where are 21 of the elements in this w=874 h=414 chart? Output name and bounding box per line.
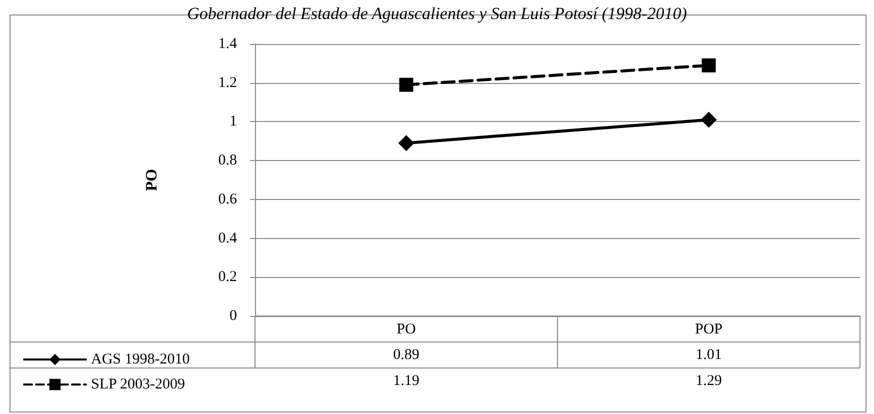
- chart-title: Gobernador del Estado de Aguascalientes y San Luis Potosí (1998-2010): [187, 4, 688, 23]
- point: [702, 58, 716, 72]
- y-tick-label: 1: [230, 114, 237, 130]
- y-tick-label: 0.2: [218, 269, 237, 286]
- y-tick-label: 1.2: [218, 74, 237, 91]
- point: [398, 135, 414, 152]
- point: [700, 112, 717, 128]
- data-label: 1.29: [696, 373, 722, 389]
- y-tick-label: 1.4: [218, 36, 238, 52]
- data-label: 1.01: [696, 347, 722, 363]
- y-tick-label: 0.8: [218, 152, 237, 169]
- legend-label: SLP 2003-2009: [91, 376, 186, 392]
- y-tick-label: 0.4: [218, 230, 238, 246]
- data-label: 1.19: [393, 373, 420, 389]
- y-axis-title: PO: [144, 168, 160, 192]
- legend-label: AGS 1998-2010: [91, 352, 190, 368]
- data-label: 0.89: [393, 347, 420, 363]
- x-tick-label: POP: [694, 322, 723, 338]
- point: [399, 78, 414, 92]
- y-tick-label: 0: [230, 308, 237, 324]
- y-tick-label: 0.6: [218, 191, 238, 208]
